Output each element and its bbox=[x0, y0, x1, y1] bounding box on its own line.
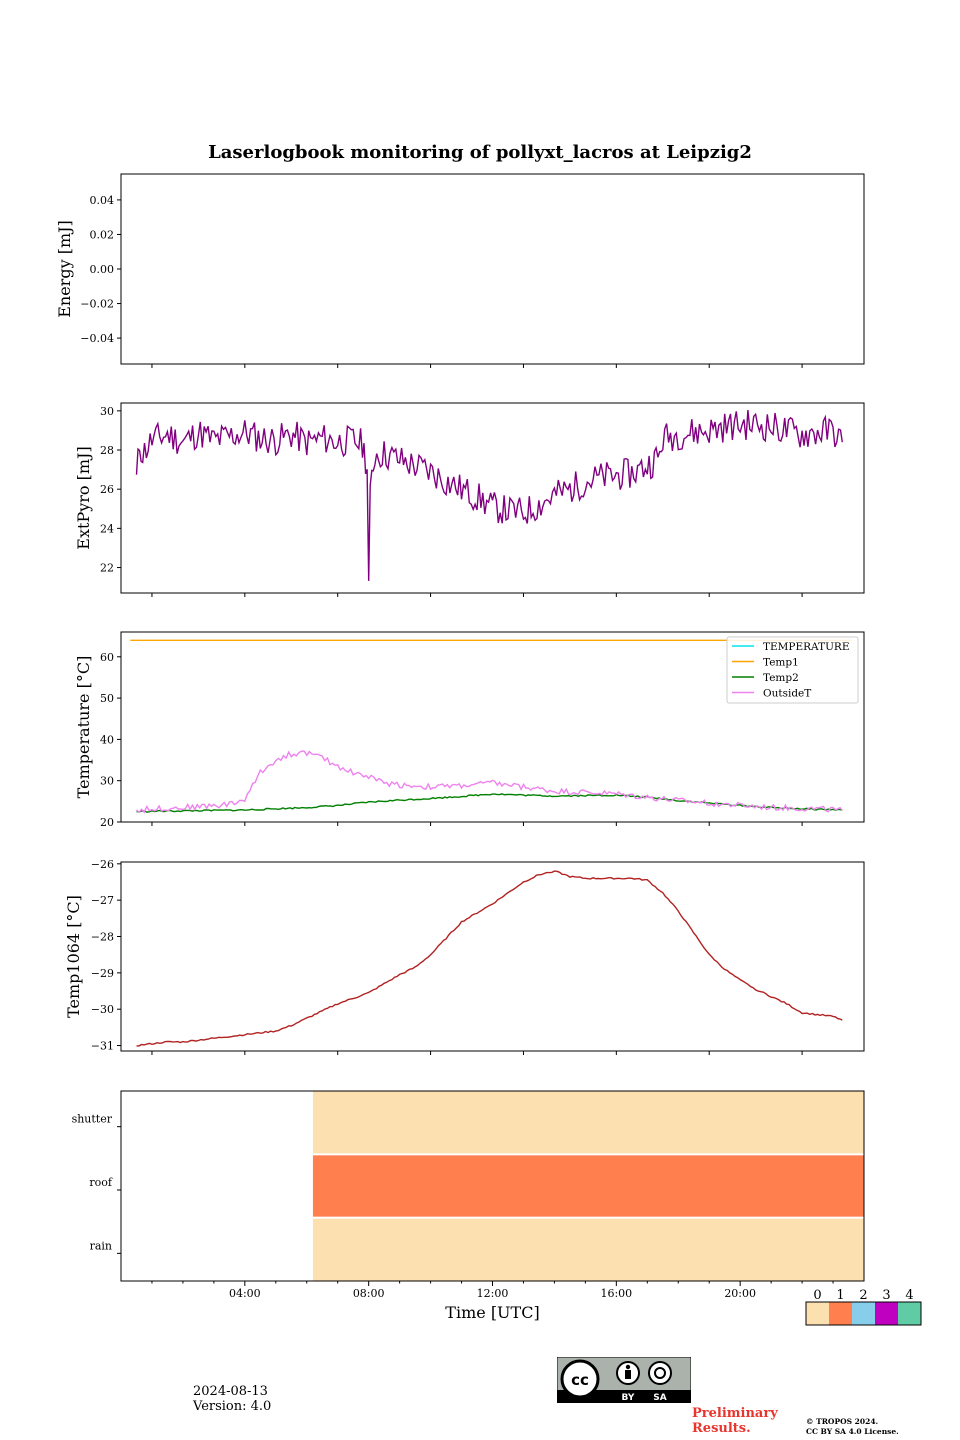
extpyro-line bbox=[135, 410, 843, 581]
colorbar-cell-4 bbox=[898, 1302, 921, 1325]
y-tick-label-temp1064: −29 bbox=[91, 967, 114, 980]
colorbar-label-2: 2 bbox=[859, 1288, 867, 1303]
y-tick-label-temp1064: −31 bbox=[91, 1040, 114, 1053]
colorbar-label-3: 3 bbox=[882, 1288, 890, 1303]
x-tick-label: 20:00 bbox=[724, 1287, 756, 1300]
x-tick-label: 04:00 bbox=[229, 1287, 261, 1300]
status-row-label-rain: rain bbox=[90, 1239, 112, 1252]
sa-icon bbox=[648, 1361, 672, 1385]
legend-label-outsidet: OutsideT bbox=[763, 688, 811, 700]
y-axis-label-temperature: Temperature [°C] bbox=[74, 656, 93, 799]
x-axis-label: Time [UTC] bbox=[445, 1303, 539, 1322]
y-tick-label-extpyro: 28 bbox=[100, 444, 114, 457]
y-tick-label-extpyro: 30 bbox=[100, 405, 114, 418]
series-line-outsidet bbox=[136, 750, 843, 814]
colorbar-cell-2 bbox=[852, 1302, 875, 1325]
cc-icon bbox=[560, 1359, 600, 1399]
cc-by-label: BY bbox=[622, 1393, 635, 1403]
temperature-axes bbox=[120, 631, 865, 823]
y-tick-label-temp1064: −28 bbox=[91, 931, 114, 944]
energy-axes bbox=[120, 173, 865, 365]
status-row-label-roof: roof bbox=[89, 1176, 113, 1189]
extpyro-axes bbox=[120, 402, 865, 594]
y-tick-label-temp1064: −27 bbox=[91, 894, 114, 907]
colorbar-cell-1 bbox=[829, 1302, 852, 1325]
y-tick-label-temp1064: −26 bbox=[91, 858, 114, 871]
preliminary-note: Preliminary Results. bbox=[692, 1406, 778, 1436]
legend-box bbox=[726, 636, 859, 704]
preliminary-line2: Results. bbox=[692, 1421, 751, 1436]
colorbar-frame bbox=[805, 1301, 922, 1326]
y-tick-label-extpyro: 26 bbox=[100, 483, 114, 496]
temp1064-axes bbox=[120, 861, 865, 1052]
y-tick-label-temperature: 30 bbox=[100, 775, 114, 788]
x-tick-label: 16:00 bbox=[600, 1287, 632, 1300]
copyright-note: © TROPOS 2024. CC BY SA 4.0 License. bbox=[806, 1417, 899, 1437]
y-tick-label-temperature: 20 bbox=[100, 816, 114, 829]
colorbar-cell-0 bbox=[806, 1302, 829, 1325]
y-tick-label-energy: −0.04 bbox=[80, 332, 114, 345]
y-tick-label-extpyro: 24 bbox=[100, 522, 114, 535]
x-tick-label: 12:00 bbox=[477, 1287, 509, 1300]
version-label: Version: 4.0 bbox=[193, 1399, 272, 1414]
x-tick-label: 08:00 bbox=[353, 1287, 385, 1300]
y-tick-label-temperature: 40 bbox=[100, 733, 114, 746]
date-version: 2024-08-13 Version: 4.0 bbox=[193, 1384, 271, 1414]
y-tick-label-energy: 0.00 bbox=[90, 263, 115, 276]
cc-license-badge[interactable]: cc BY SA bbox=[557, 1357, 691, 1403]
series-line-temp2 bbox=[136, 793, 843, 813]
svg-text:cc: cc bbox=[571, 1371, 589, 1389]
colorbar-label-4: 4 bbox=[905, 1288, 913, 1303]
colorbar-label-1: 1 bbox=[836, 1288, 844, 1303]
y-tick-label-energy: 0.02 bbox=[90, 228, 115, 241]
y-tick-label-energy: −0.02 bbox=[80, 298, 114, 311]
y-tick-label-temperature: 60 bbox=[100, 651, 114, 664]
copyright-line2: CC BY SA 4.0 License. bbox=[806, 1427, 899, 1436]
colorbar-cell-3 bbox=[875, 1302, 898, 1325]
status-cell-rain bbox=[312, 1218, 865, 1281]
status-cell-shutter bbox=[312, 1091, 865, 1154]
y-tick-label-energy: 0.04 bbox=[90, 194, 115, 207]
colorbar-label-0: 0 bbox=[813, 1288, 821, 1303]
temp1064-line bbox=[136, 870, 843, 1047]
status-cell-roof bbox=[312, 1155, 865, 1217]
y-tick-label-temperature: 50 bbox=[100, 692, 114, 705]
legend-label-temperature: TEMPERATURE bbox=[763, 641, 850, 653]
legend-label-temp1: Temp1 bbox=[763, 657, 799, 669]
preliminary-line1: Preliminary bbox=[692, 1406, 778, 1421]
y-axis-label-energy: Energy [mJ] bbox=[55, 220, 74, 318]
y-axis-label-extpyro: ExtPyro [mJ] bbox=[74, 446, 93, 549]
figure-title: Laserlogbook monitoring of pollyxt_lacro… bbox=[208, 142, 752, 163]
status-row-label-shutter: shutter bbox=[72, 1113, 113, 1126]
legend-label-temp2: Temp2 bbox=[763, 672, 799, 684]
date-label: 2024-08-13 bbox=[193, 1384, 268, 1399]
y-axis-label-temp1064: Temp1064 [°C] bbox=[64, 895, 83, 1018]
y-tick-label-temp1064: −30 bbox=[91, 1003, 114, 1016]
y-tick-label-extpyro: 22 bbox=[100, 562, 114, 575]
cc-sa-label: SA bbox=[653, 1393, 666, 1403]
copyright-line1: © TROPOS 2024. bbox=[806, 1417, 879, 1426]
